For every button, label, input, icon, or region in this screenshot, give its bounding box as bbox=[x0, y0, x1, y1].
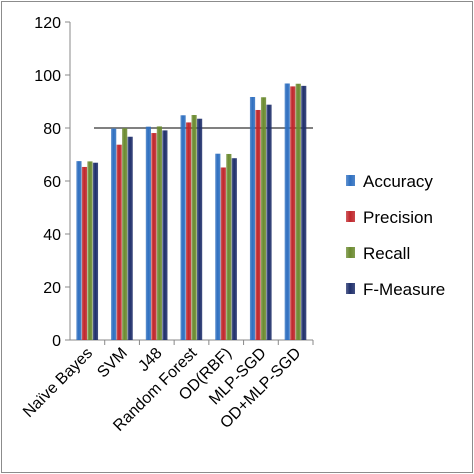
bar bbox=[186, 122, 192, 340]
bar bbox=[87, 161, 93, 340]
y-tick-label: 120 bbox=[34, 15, 61, 32]
legend-swatch bbox=[346, 283, 355, 294]
bar bbox=[127, 136, 133, 340]
x-tick-label: SVM bbox=[94, 345, 131, 382]
bar bbox=[301, 85, 307, 341]
legend-swatch bbox=[346, 175, 355, 186]
bar bbox=[290, 86, 296, 341]
bar bbox=[284, 83, 290, 340]
legend: Accuracy Precision Recall F-Measure bbox=[346, 172, 445, 299]
bar bbox=[76, 161, 82, 340]
y-tick-label: 60 bbox=[43, 174, 61, 191]
y-tick-labels: 0 20 40 60 80 100 120 bbox=[34, 15, 61, 350]
bar bbox=[249, 96, 256, 341]
y-tick-label: 20 bbox=[43, 280, 61, 297]
legend-swatch bbox=[346, 211, 355, 222]
bar bbox=[122, 128, 128, 340]
legend-swatch bbox=[346, 247, 355, 258]
bar bbox=[81, 166, 88, 340]
bar bbox=[266, 104, 272, 341]
bar bbox=[145, 126, 151, 340]
bar bbox=[255, 109, 261, 340]
bars-layer bbox=[76, 83, 307, 341]
y-tick-label: 100 bbox=[34, 68, 61, 85]
x-tick-label: J48 bbox=[135, 345, 165, 375]
legend-label: Precision bbox=[363, 208, 433, 227]
bar bbox=[162, 130, 168, 340]
bar bbox=[180, 115, 186, 340]
bar bbox=[156, 126, 162, 340]
x-tick-label: Naïve Bayes bbox=[20, 345, 96, 421]
bar bbox=[191, 115, 197, 340]
y-tick-label: 40 bbox=[43, 227, 61, 244]
y-tick-label: 80 bbox=[43, 121, 61, 138]
bar bbox=[197, 118, 203, 340]
bar bbox=[111, 128, 117, 340]
bar bbox=[231, 158, 237, 340]
bar bbox=[295, 83, 301, 341]
bar bbox=[92, 162, 99, 340]
bar bbox=[220, 167, 226, 340]
bar bbox=[116, 144, 122, 340]
bar bbox=[151, 133, 157, 340]
bar bbox=[215, 153, 221, 340]
legend-label: Accuracy bbox=[363, 172, 433, 191]
y-tick-label: 0 bbox=[52, 333, 61, 350]
legend-label: Recall bbox=[363, 244, 410, 263]
bar bbox=[260, 97, 267, 340]
legend-label: F-Measure bbox=[363, 280, 445, 299]
bar bbox=[226, 153, 232, 340]
